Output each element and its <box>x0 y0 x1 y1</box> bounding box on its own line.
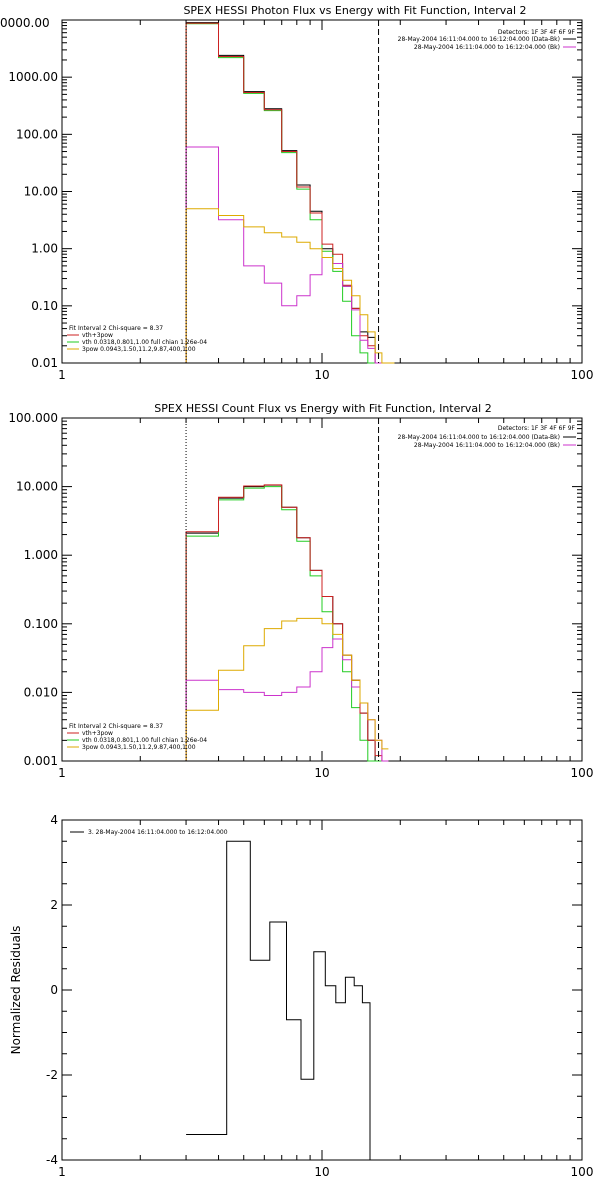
count-flux-panel: SPEX HESSI Count Flux vs Energy with Fit… <box>8 402 593 780</box>
series-line <box>185 22 389 364</box>
residuals-panel: 1 10 100 -4 -2 0 2 4 3. 28-May-2004 16:11:04.00… <box>9 813 593 1179</box>
x-tick-label: 1 <box>58 368 66 382</box>
series-line <box>185 23 382 364</box>
residual-legend: 3. 28-May-2004 16:11:04.000 to 16:12:04.… <box>70 829 228 836</box>
y-tick-label: 1.00 <box>31 242 58 256</box>
photon-flux-panel: SPEX HESSI Photon Flux vs Energy with Fi… <box>0 4 593 382</box>
x-tick-label: 1 <box>58 1165 66 1179</box>
legend-entry-label: vth 0.0318,0.801,1.00 full chian 1.26e-0… <box>82 737 207 744</box>
y-tick-label: 10.00 <box>24 185 58 199</box>
x-tick-label: 1 <box>58 766 66 780</box>
legend-entry-label: Fit Interval 2 Chi-square = 8.37 <box>69 325 163 332</box>
axis-ticks: 1 10 100 -4 -2 0 2 4 <box>46 813 593 1179</box>
top-legend: 28-May-2004 16:11:04.000 to 16:12:04.000… <box>398 36 576 51</box>
y-tick-label: 1.000 <box>24 548 58 562</box>
y-tick-label: 0.010 <box>24 685 58 699</box>
top-legend: 28-May-2004 16:11:04.000 to 16:12:04.000… <box>398 434 576 449</box>
series-line <box>185 486 389 762</box>
y-tick-label: 0.01 <box>31 356 58 370</box>
y-tick-label: 0.100 <box>24 617 58 631</box>
legend-entry-label: Fit Interval 2 Chi-square = 8.37 <box>69 723 163 730</box>
legend-entry-label: vth+3pow <box>82 730 113 737</box>
legend-entry-label: 28-May-2004 16:11:04.000 to 16:12:04.000… <box>398 36 560 43</box>
series-line <box>185 146 382 364</box>
legend-entry-label: 3. 28-May-2004 16:11:04.000 to 16:12:04.… <box>88 829 228 836</box>
series-line <box>185 22 382 364</box>
detectors-label: Detectors: 1F 3F 4F 6F 9F <box>498 425 576 432</box>
detectors-label: Detectors: 1F 3F 4F 6F 9F <box>498 29 576 36</box>
series-group <box>185 22 395 364</box>
plot-frame <box>61 819 583 1161</box>
axis-ticks: 1 10 100 0.01 0.10 1.00 10.00 100.00 1000.00 <box>8 19 594 382</box>
axis-ticks: 1 10 100 0.001 0.010 0.100 1.000 10.000 100.000 <box>8 411 593 780</box>
x-tick-label: 100 <box>571 766 594 780</box>
series-line <box>185 208 395 364</box>
y-tick-label: 1000.00 <box>8 70 58 84</box>
panel-title: SPEX HESSI Photon Flux vs Energy with Fi… <box>183 4 526 17</box>
y-tick-label: 10.000 <box>16 480 58 494</box>
y-axis-label: Normalized Residuals <box>9 926 23 1055</box>
partial-tick-label: 0000.00 <box>0 16 50 30</box>
y-tick-label: 100.00 <box>16 127 58 141</box>
series-line <box>186 840 378 1161</box>
fit-legend: Fit Interval 2 Chi-square = 8.37vth+3pow… <box>67 723 207 751</box>
legend-entry-label: 28-May-2004 16:11:04.000 to 16:12:04.000… <box>414 442 560 449</box>
legend-entry-label: vth+3pow <box>82 332 113 339</box>
y-tick-label: 100.000 <box>8 411 58 425</box>
series-line <box>185 617 389 761</box>
series-group <box>186 840 378 1161</box>
x-tick-label: 10 <box>314 1165 329 1179</box>
x-tick-label: 100 <box>571 368 594 382</box>
series-line <box>185 484 382 762</box>
y-tick-label: 2 <box>50 898 58 912</box>
series-line <box>185 638 389 762</box>
y-tick-label: 0.001 <box>24 754 58 768</box>
legend-entry-label: vth 0.0318,0.801,1.00 full chian 1.26e-0… <box>82 339 207 346</box>
legend-entry-label: 3pow 0.0943,1.50,11.2,9.87,400,1.00 <box>82 744 196 751</box>
series-group <box>185 484 389 762</box>
y-tick-label: -4 <box>46 1153 58 1167</box>
series-line <box>185 484 389 762</box>
x-tick-label: 100 <box>571 1165 594 1179</box>
panel-title: SPEX HESSI Count Flux vs Energy with Fit… <box>154 402 491 415</box>
y-tick-label: 0 <box>50 983 58 997</box>
legend-entry-label: 28-May-2004 16:11:04.000 to 16:12:04.000… <box>398 434 560 441</box>
plot-frame <box>61 19 583 364</box>
y-tick-label: 0.10 <box>31 299 58 313</box>
legend-entry-label: 3pow 0.0943,1.50,11.2,9.87,400,1.00 <box>82 346 196 353</box>
y-tick-label: -2 <box>46 1068 58 1082</box>
x-tick-label: 10 <box>314 368 329 382</box>
y-tick-label: 4 <box>50 813 58 827</box>
fit-legend: Fit Interval 2 Chi-square = 8.37vth+3pow… <box>67 325 207 353</box>
x-tick-label: 10 <box>314 766 329 780</box>
legend-entry-label: 28-May-2004 16:11:04.000 to 16:12:04.000… <box>414 44 560 51</box>
